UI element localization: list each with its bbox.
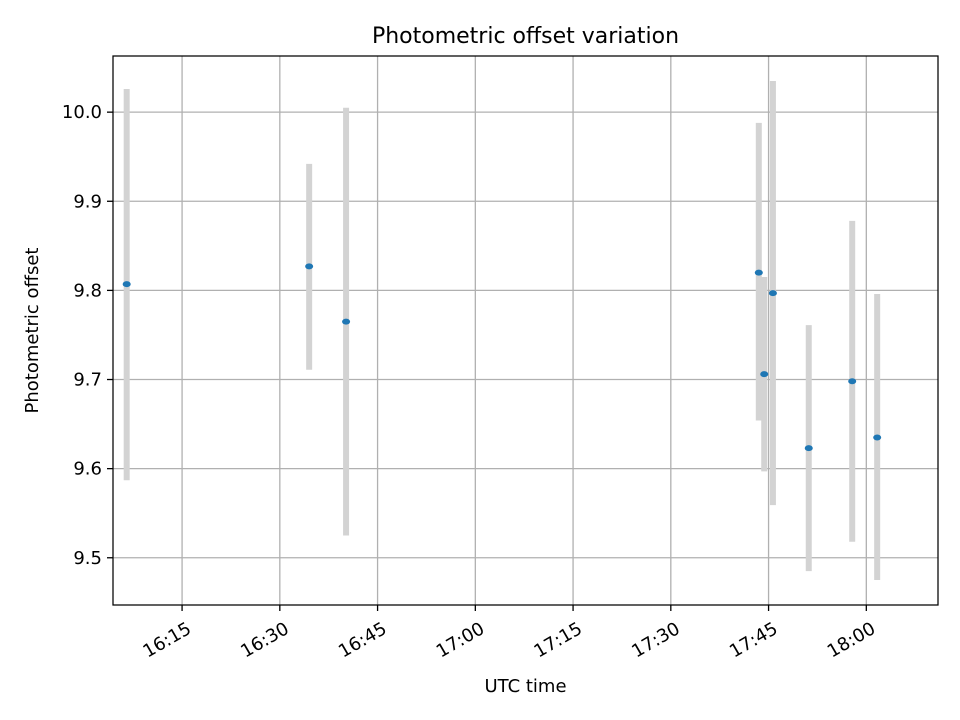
y-tick-label: 9.9 bbox=[73, 191, 102, 212]
data-point bbox=[305, 263, 314, 270]
y-tick-label: 10.0 bbox=[62, 102, 102, 123]
chart-title: Photometric offset variation bbox=[372, 24, 679, 49]
x-tick-label: 17:45 bbox=[726, 618, 781, 662]
x-tick-label: 16:15 bbox=[140, 618, 195, 662]
error-bars bbox=[123, 80, 881, 581]
data-point bbox=[760, 371, 769, 378]
x-axis-label: UTC time bbox=[484, 676, 566, 697]
x-tick-label: 18:00 bbox=[824, 618, 879, 662]
x-axis-ticks: 16:15 16:30 16:45 17:00 17:15 17:30 17:45 18:00 bbox=[140, 605, 879, 662]
y-tick-label: 9.5 bbox=[73, 548, 102, 569]
x-tick-label: 16:45 bbox=[335, 618, 390, 662]
y-axis-ticks: 9.5 9.6 9.7 9.8 9.9 10.0 bbox=[62, 102, 113, 569]
data-point bbox=[873, 434, 882, 441]
data-point bbox=[754, 269, 763, 276]
plot-frame bbox=[112, 55, 939, 606]
data-point bbox=[768, 290, 777, 297]
grid bbox=[113, 56, 938, 605]
y-axis-label: Photometric offset bbox=[22, 248, 43, 414]
y-tick-label: 9.6 bbox=[73, 459, 102, 480]
data-point bbox=[804, 445, 813, 452]
x-tick-label: 16:30 bbox=[237, 618, 292, 662]
x-tick-label: 17:30 bbox=[628, 618, 683, 662]
data-points bbox=[122, 263, 882, 452]
data-point bbox=[848, 378, 857, 385]
data-point bbox=[342, 318, 351, 325]
y-tick-label: 9.8 bbox=[73, 280, 102, 301]
x-tick-label: 17:15 bbox=[531, 618, 586, 662]
data-point bbox=[122, 281, 131, 288]
y-tick-label: 9.7 bbox=[73, 370, 102, 391]
x-tick-label: 17:00 bbox=[433, 618, 488, 662]
